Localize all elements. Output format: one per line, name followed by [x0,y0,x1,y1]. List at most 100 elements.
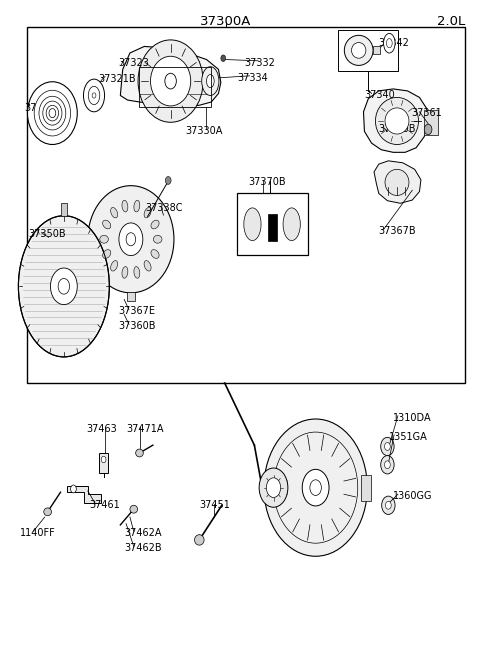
Text: 37369B: 37369B [263,196,300,206]
Circle shape [71,485,76,493]
Polygon shape [120,47,221,107]
Ellipse shape [18,215,109,357]
Ellipse shape [344,35,373,66]
Ellipse shape [122,267,128,278]
Circle shape [385,501,391,509]
Ellipse shape [151,250,159,258]
Text: 1310DA: 1310DA [393,413,432,422]
Ellipse shape [111,261,118,271]
Bar [140,67,211,107]
Ellipse shape [84,79,105,112]
Ellipse shape [39,96,66,130]
Ellipse shape [154,235,162,243]
Ellipse shape [134,267,140,278]
Text: 37367B: 37367B [379,227,417,236]
Ellipse shape [103,250,111,258]
Circle shape [58,278,70,294]
Text: 37471A: 37471A [126,424,164,434]
Bar [237,193,308,255]
Ellipse shape [88,185,174,293]
Ellipse shape [283,208,300,240]
Ellipse shape [130,505,138,513]
Text: 37350B: 37350B [28,229,66,239]
Text: 37321B: 37321B [99,74,136,84]
Text: 1351GA: 1351GA [389,432,428,441]
Ellipse shape [151,56,191,106]
Text: 37462A: 37462A [124,529,162,538]
Ellipse shape [122,200,128,212]
Circle shape [126,233,136,246]
Ellipse shape [144,261,151,271]
Text: 1360GG: 1360GG [393,491,432,501]
Ellipse shape [165,176,171,184]
Text: 2.0L: 2.0L [437,15,465,28]
Text: 37463: 37463 [86,424,117,434]
Text: 37300A: 37300A [200,15,252,28]
Bar [361,475,371,500]
Circle shape [49,109,56,118]
Ellipse shape [206,75,214,88]
Ellipse shape [103,220,111,229]
Bar [61,202,67,215]
Text: 37360B: 37360B [118,320,156,331]
Ellipse shape [264,419,367,556]
Circle shape [221,55,226,62]
Ellipse shape [88,86,100,105]
Circle shape [381,456,394,474]
Ellipse shape [27,82,77,145]
Ellipse shape [351,43,366,58]
Ellipse shape [202,67,219,96]
Ellipse shape [44,508,51,515]
Text: 37311E: 37311E [24,103,61,113]
Bar [99,453,108,473]
Text: 37340: 37340 [364,90,395,100]
Text: 37368B: 37368B [249,244,286,254]
Circle shape [119,223,143,255]
Bar [27,27,465,383]
Circle shape [384,443,390,451]
Ellipse shape [111,208,118,218]
Ellipse shape [144,208,151,218]
Text: 37370B: 37370B [249,177,286,187]
Ellipse shape [138,40,203,122]
Text: 37361: 37361 [411,108,442,118]
Ellipse shape [46,105,59,121]
Polygon shape [374,161,421,203]
Text: 37451: 37451 [199,500,230,510]
Ellipse shape [194,534,204,545]
Text: 37338C: 37338C [146,203,183,213]
Circle shape [165,73,176,89]
Ellipse shape [385,108,409,134]
Circle shape [92,93,96,98]
Circle shape [384,461,390,469]
Ellipse shape [34,90,71,136]
Circle shape [424,124,432,135]
Ellipse shape [43,101,62,125]
Ellipse shape [259,468,288,507]
Ellipse shape [136,449,144,457]
Ellipse shape [384,33,395,53]
Text: 37462B: 37462B [124,543,162,553]
Circle shape [101,457,106,463]
Circle shape [382,496,395,514]
Bar [424,110,438,135]
Ellipse shape [100,235,108,243]
Text: 37332: 37332 [245,58,276,67]
Circle shape [381,438,394,456]
Text: 37390B: 37390B [378,124,415,134]
Text: 37330A: 37330A [185,126,222,136]
Bar [127,291,135,301]
Circle shape [50,268,77,305]
Ellipse shape [151,220,159,229]
Circle shape [310,480,322,495]
Text: 1140FF: 1140FF [20,529,56,538]
Bar [338,30,398,71]
Ellipse shape [244,208,261,240]
Text: 37461: 37461 [89,500,120,510]
Polygon shape [67,485,101,502]
Text: 37367E: 37367E [118,306,155,316]
Text: 37323: 37323 [118,58,149,67]
Bar [268,214,277,240]
Text: 37342: 37342 [379,38,409,48]
Text: 37334: 37334 [238,73,268,83]
